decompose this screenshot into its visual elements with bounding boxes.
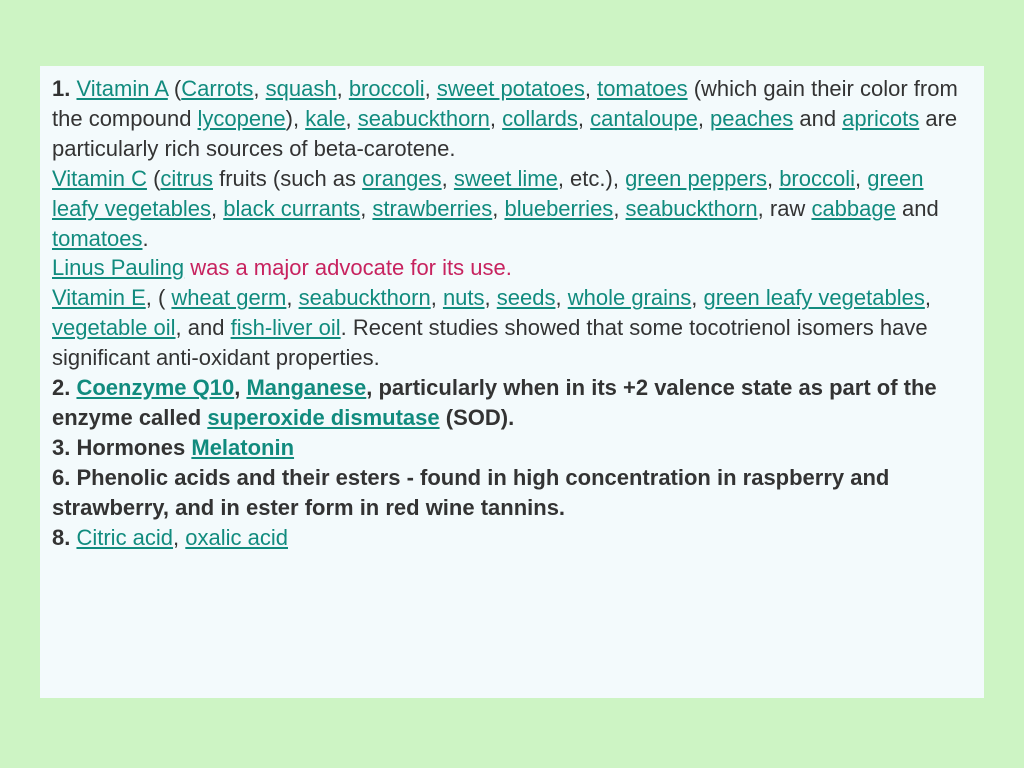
link-superoxide-dismutase[interactable]: superoxide dismutase	[207, 405, 439, 430]
link-citrus[interactable]: citrus	[160, 166, 213, 191]
link-black-currants[interactable]: black currants	[223, 196, 360, 221]
link-wheat-germ[interactable]: wheat germ	[171, 285, 286, 310]
body-text: 1. Vitamin A (Carrots, squash, broccoli,…	[52, 74, 972, 553]
link-seeds[interactable]: seeds	[497, 285, 556, 310]
link-squash[interactable]: squash	[266, 76, 337, 101]
link-oranges[interactable]: oranges	[362, 166, 442, 191]
link-sweet-lime[interactable]: sweet lime	[454, 166, 558, 191]
link-seabuckthorn-3[interactable]: seabuckthorn	[299, 285, 431, 310]
link-tomatoes-2[interactable]: tomatoes	[52, 226, 143, 251]
link-vitamin-c[interactable]: Vitamin C	[52, 166, 147, 191]
link-melatonin[interactable]: Melatonin	[191, 435, 294, 460]
link-vitamin-e[interactable]: Vitamin E	[52, 285, 146, 310]
link-seabuckthorn[interactable]: seabuckthorn	[358, 106, 490, 131]
link-apricots[interactable]: apricots	[842, 106, 919, 131]
link-sweet-potatoes[interactable]: sweet potatoes	[437, 76, 585, 101]
link-green-leafy-2[interactable]: green leafy vegetables	[703, 285, 924, 310]
item-number-6: 6. Phenolic acids and their esters - fou…	[52, 465, 889, 520]
item-number-1: 1.	[52, 76, 70, 101]
link-vitamin-a[interactable]: Vitamin A	[76, 76, 167, 101]
link-lycopene[interactable]: lycopene	[198, 106, 286, 131]
item-number-2: 2.	[52, 375, 76, 400]
link-blueberries[interactable]: blueberries	[504, 196, 613, 221]
link-fish-liver-oil[interactable]: fish-liver oil	[231, 315, 341, 340]
item-number-8: 8.	[52, 525, 76, 550]
link-nuts[interactable]: nuts	[443, 285, 485, 310]
link-broccoli[interactable]: broccoli	[349, 76, 425, 101]
link-tomatoes[interactable]: tomatoes	[597, 76, 688, 101]
link-broccoli-2[interactable]: broccoli	[779, 166, 855, 191]
item-number-3: 3. Hormones	[52, 435, 191, 460]
link-citric-acid[interactable]: Citric acid	[76, 525, 173, 550]
link-kale[interactable]: kale	[305, 106, 345, 131]
text-panel: 1. Vitamin A (Carrots, squash, broccoli,…	[40, 66, 984, 698]
link-linus-pauling[interactable]: Linus Pauling	[52, 255, 184, 280]
link-collards[interactable]: collards	[502, 106, 578, 131]
link-peaches[interactable]: peaches	[710, 106, 793, 131]
link-whole-grains[interactable]: whole grains	[568, 285, 692, 310]
link-green-peppers[interactable]: green peppers	[625, 166, 767, 191]
highlight-text: was a major advocate for its use.	[184, 255, 512, 280]
link-manganese[interactable]: Manganese	[246, 375, 366, 400]
link-oxalic-acid[interactable]: oxalic acid	[185, 525, 288, 550]
link-vegetable-oil[interactable]: vegetable oil	[52, 315, 176, 340]
link-cabbage[interactable]: cabbage	[811, 196, 895, 221]
link-cantaloupe[interactable]: cantaloupe	[590, 106, 698, 131]
link-carrots[interactable]: Carrots	[181, 76, 253, 101]
link-seabuckthorn-2[interactable]: seabuckthorn	[626, 196, 758, 221]
link-strawberries[interactable]: strawberries	[372, 196, 492, 221]
link-coenzyme-q10[interactable]: Coenzyme Q10	[76, 375, 234, 400]
